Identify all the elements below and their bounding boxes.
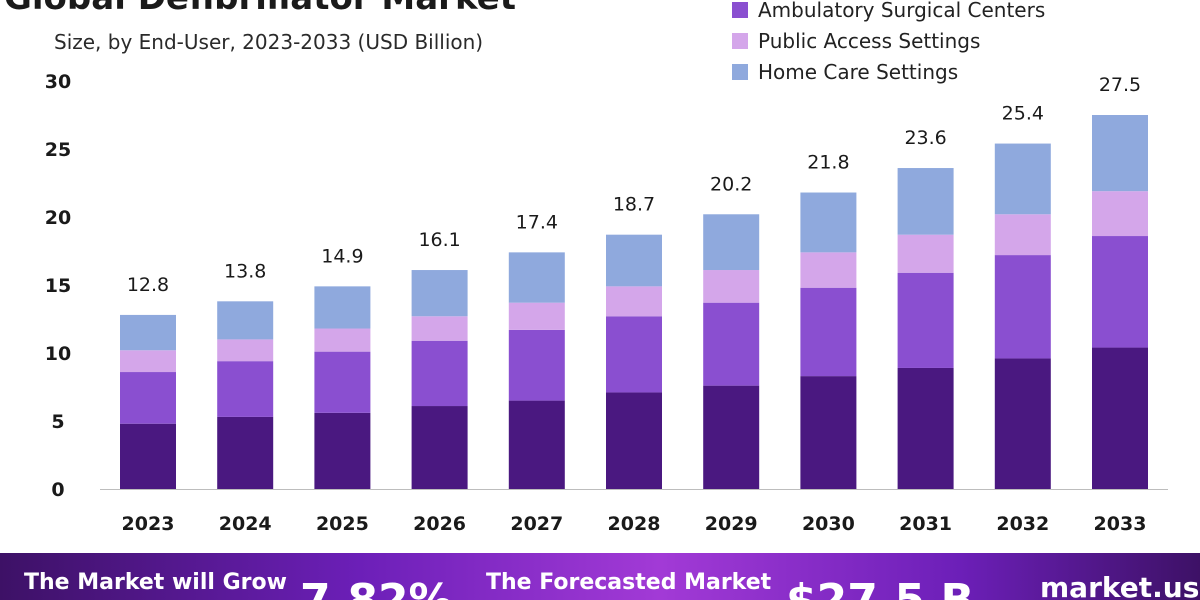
bar-segment (994, 255, 1051, 359)
footer-banner: The Market will Grow 7.82% The Forecaste… (0, 553, 1200, 600)
bar-segment (1092, 347, 1148, 489)
bar-segment (994, 214, 1051, 256)
bar-segment (120, 350, 176, 373)
bar-segment (217, 301, 274, 340)
x-tick-label: 2031 (899, 513, 952, 535)
bar-segment (217, 361, 274, 417)
bar-total-label: 21.8 (807, 152, 849, 174)
x-tick-label: 2024 (219, 513, 272, 535)
bar-segment (994, 143, 1051, 215)
chart-title: Global Defibrillator Market (4, 0, 516, 18)
stacked-bar-chart: 05101520253012.8202313.8202414.9202516.1… (45, 71, 1168, 535)
bar-segment (703, 302, 760, 386)
bar-segment (897, 272, 954, 368)
bar-segment (508, 329, 565, 401)
footer-brand-logo: market.us (1040, 571, 1200, 600)
x-tick-label: 2025 (316, 513, 369, 535)
bar-segment (411, 316, 468, 341)
bar-segment (217, 339, 274, 362)
bar-total-label: 12.8 (127, 274, 169, 296)
bar-segment (703, 214, 760, 271)
legend-label-public-access: Public Access Settings (758, 28, 981, 53)
bar-segment (314, 286, 371, 329)
footer-grow-text: The Market will Grow (24, 570, 287, 595)
legend-item-public-access: Public Access Settings (732, 25, 1045, 56)
bar-total-label: 23.6 (904, 127, 946, 149)
bar-segment (606, 316, 662, 393)
bar-segment (1092, 115, 1148, 192)
bar-segment (606, 286, 662, 317)
legend-item-ambulatory: Ambulatory Surgical Centers (732, 0, 1045, 25)
bar-total-label: 14.9 (321, 245, 363, 267)
bar-segment (314, 351, 371, 413)
bar-segment (800, 252, 857, 288)
x-tick-label: 2033 (1094, 513, 1147, 535)
bar-segment (508, 400, 565, 489)
y-tick-label: 10 (45, 343, 71, 365)
bar-segment (800, 287, 857, 377)
bar-segment (120, 314, 176, 351)
bar-segment (508, 302, 565, 330)
x-tick-label: 2027 (510, 513, 563, 535)
y-tick-label: 5 (51, 411, 64, 433)
legend: Ambulatory Surgical Centers Public Acces… (732, 0, 1045, 87)
bar-segment (897, 234, 954, 273)
bar-segment (411, 406, 468, 489)
bar-total-label: 18.7 (613, 194, 655, 216)
x-tick-label: 2023 (122, 513, 175, 535)
legend-swatch-ambulatory (732, 1, 748, 18)
bar-segment (1092, 236, 1148, 348)
bar-total-label: 16.1 (418, 229, 460, 251)
legend-label-home-care: Home Care Settings (758, 59, 959, 84)
bar-segment (314, 328, 371, 352)
bar-segment (800, 376, 857, 489)
bar-segment (314, 412, 371, 489)
bar-segment (120, 372, 176, 424)
footer-cagr-value: 7.82% (300, 575, 453, 600)
bar-segment (703, 385, 760, 489)
bar-segment (800, 192, 857, 253)
chart-subtitle: Size, by End-User, 2023-2033 (USD Billio… (54, 30, 484, 54)
bar-segment (606, 392, 662, 489)
x-tick-label: 2029 (705, 513, 758, 535)
bar-segment (897, 168, 954, 235)
bar-segment (994, 358, 1051, 489)
y-tick-label: 25 (45, 139, 71, 161)
legend-swatch-home-care (732, 63, 748, 80)
footer-forecast-value: $27.5 B (786, 575, 974, 600)
bar-total-label: 27.5 (1099, 74, 1141, 96)
bar-segment (1092, 191, 1148, 237)
x-tick-label: 2028 (608, 513, 661, 535)
bar-segment (411, 340, 468, 407)
footer-forecast-text: The Forecasted Market (486, 570, 772, 595)
legend-label-ambulatory: Ambulatory Surgical Centers (758, 0, 1046, 22)
y-tick-label: 15 (45, 275, 71, 297)
x-tick-label: 2032 (996, 513, 1049, 535)
bar-total-label: 17.4 (516, 211, 558, 233)
bar-total-label: 13.8 (224, 260, 266, 282)
bar-segment (217, 416, 274, 489)
bar-segment (411, 270, 468, 317)
y-tick-label: 0 (51, 479, 64, 501)
bar-segment (508, 252, 565, 303)
y-tick-label: 20 (45, 207, 71, 229)
bar-segment (606, 234, 662, 287)
legend-swatch-public-access (732, 32, 748, 49)
bar-total-label: 25.4 (1002, 103, 1044, 125)
bar-segment (703, 270, 760, 303)
x-tick-label: 2026 (413, 513, 466, 535)
x-tick-label: 2030 (802, 513, 855, 535)
y-tick-label: 30 (45, 71, 71, 93)
legend-item-home-care: Home Care Settings (732, 56, 1045, 87)
bar-total-label: 20.2 (710, 173, 752, 195)
bar-segment (120, 423, 176, 489)
bar-segment (897, 367, 954, 489)
